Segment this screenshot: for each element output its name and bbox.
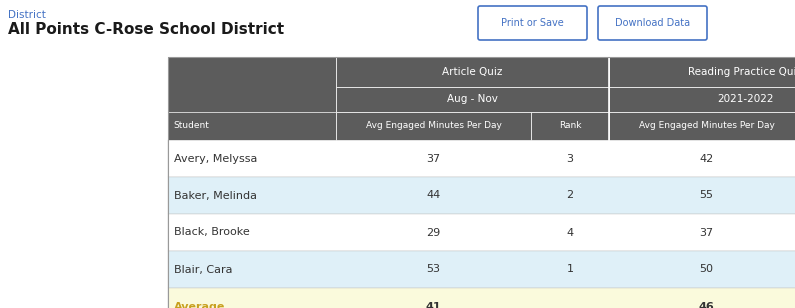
Text: Aug - Nov: Aug - Nov bbox=[447, 95, 498, 104]
Bar bbox=[609, 57, 795, 87]
Bar bbox=[336, 57, 609, 87]
Bar bbox=[168, 288, 795, 308]
Text: 29: 29 bbox=[426, 228, 440, 237]
Text: Avg Engaged Minutes Per Day: Avg Engaged Minutes Per Day bbox=[638, 121, 774, 131]
Text: Avg Engaged Minutes Per Day: Avg Engaged Minutes Per Day bbox=[366, 121, 502, 131]
Text: District: District bbox=[8, 10, 46, 20]
Text: 41: 41 bbox=[425, 302, 441, 308]
FancyBboxPatch shape bbox=[598, 6, 707, 40]
Text: 44: 44 bbox=[426, 191, 440, 201]
Text: Reading Practice Quiz: Reading Practice Quiz bbox=[688, 67, 795, 77]
Text: 4: 4 bbox=[566, 228, 573, 237]
Bar bbox=[168, 57, 795, 308]
Text: Download Data: Download Data bbox=[615, 18, 690, 28]
Text: Article Quiz: Article Quiz bbox=[442, 67, 502, 77]
Text: 37: 37 bbox=[426, 153, 440, 164]
Text: Rank: Rank bbox=[559, 121, 581, 131]
Text: 2: 2 bbox=[566, 191, 573, 201]
Text: Average: Average bbox=[174, 302, 225, 308]
Bar bbox=[168, 112, 336, 140]
Text: 1: 1 bbox=[567, 265, 573, 274]
Text: 42: 42 bbox=[700, 153, 714, 164]
Text: Baker, Melinda: Baker, Melinda bbox=[174, 191, 257, 201]
Bar bbox=[531, 112, 609, 140]
Text: Black, Brooke: Black, Brooke bbox=[174, 228, 250, 237]
Text: 3: 3 bbox=[567, 153, 573, 164]
Text: 55: 55 bbox=[700, 191, 713, 201]
Text: 53: 53 bbox=[426, 265, 440, 274]
Text: Blair, Cara: Blair, Cara bbox=[174, 265, 232, 274]
Bar bbox=[609, 87, 795, 112]
Bar bbox=[168, 140, 795, 177]
Text: Student: Student bbox=[173, 121, 209, 131]
Bar bbox=[168, 177, 795, 214]
Text: Avery, Melyssa: Avery, Melyssa bbox=[174, 153, 258, 164]
Bar bbox=[168, 57, 336, 140]
Text: 2021-2022: 2021-2022 bbox=[717, 95, 774, 104]
Text: Print or Save: Print or Save bbox=[501, 18, 564, 28]
Bar bbox=[336, 112, 531, 140]
FancyBboxPatch shape bbox=[478, 6, 587, 40]
Text: 46: 46 bbox=[699, 302, 715, 308]
Bar bbox=[336, 87, 609, 112]
Bar bbox=[168, 214, 795, 251]
Text: 50: 50 bbox=[700, 265, 713, 274]
Text: All Points C-Rose School District: All Points C-Rose School District bbox=[8, 22, 284, 37]
Bar bbox=[168, 251, 795, 288]
Text: 37: 37 bbox=[700, 228, 714, 237]
Bar bbox=[609, 112, 795, 140]
